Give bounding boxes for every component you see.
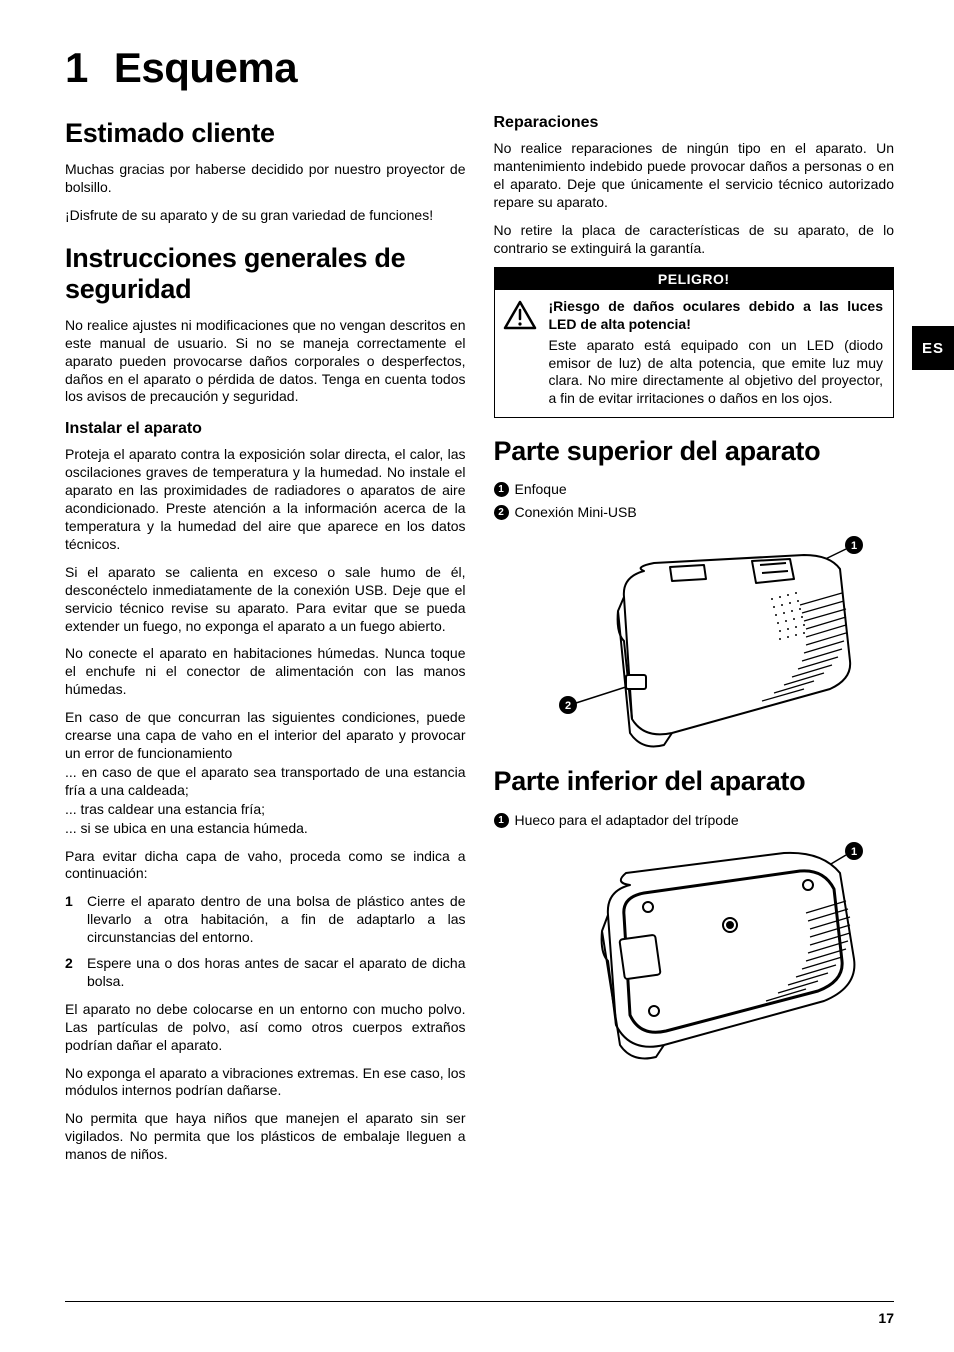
callout-2-icon: 2 xyxy=(494,505,509,520)
page-number: 17 xyxy=(878,1310,894,1326)
left-column: Estimado cliente Muchas gracias por habe… xyxy=(65,114,466,1174)
install-p7: No exponga el aparato a vibraciones extr… xyxy=(65,1065,466,1101)
warning-icon xyxy=(503,298,539,407)
top-callout-2: 2 Conexión Mini-USB xyxy=(494,502,895,523)
page: ES 1 Esquema Estimado cliente Muchas grac… xyxy=(0,0,954,1352)
danger-box: PELIGRO! ¡Riesgo de daños oculares debid… xyxy=(494,267,895,418)
svg-text:2: 2 xyxy=(565,700,571,712)
b-callout-1-icon: 1 xyxy=(494,813,509,828)
install-p6: El aparato no debe colocarse en un entor… xyxy=(65,1001,466,1055)
callout-1-label: Enfoque xyxy=(515,479,567,500)
chapter-title-text: Esquema xyxy=(114,44,297,91)
install-c1: ... en caso de que el aparato sea transp… xyxy=(65,764,466,800)
b-callout-1-label: Hueco para el adaptador del trípode xyxy=(515,810,739,831)
svg-text:1: 1 xyxy=(851,846,857,858)
bottom-rule xyxy=(65,1301,894,1302)
danger-body: Este aparato está equipado con un LED (d… xyxy=(549,337,884,407)
chapter-title: 1 Esquema xyxy=(65,44,894,92)
greeting-heading: Estimado cliente xyxy=(65,118,466,149)
repairs-heading: Reparaciones xyxy=(494,114,895,132)
install-p4: En caso de que concurran las siguientes … xyxy=(65,709,466,763)
repairs-p1: No realice reparaciones de ningún tipo e… xyxy=(494,140,895,212)
two-column-layout: Estimado cliente Muchas gracias por habe… xyxy=(65,114,894,1174)
lang-tab: ES xyxy=(912,326,954,370)
step-1: 1Cierre el aparato dentro de una bolsa d… xyxy=(65,893,466,947)
greeting-p1: Muchas gracias por haberse decidido por … xyxy=(65,161,466,197)
install-steps: 1Cierre el aparato dentro de una bolsa d… xyxy=(65,893,466,991)
greeting-p2: ¡Disfrute de su aparato y de su gran var… xyxy=(65,207,466,225)
right-column: Reparaciones No realice reparaciones de … xyxy=(494,114,895,1174)
figure-top-view: 1 2 xyxy=(494,533,895,758)
top-of-device-heading: Parte superior del aparato xyxy=(494,436,895,467)
safety-p1: No realice ajustes ni modificaciones que… xyxy=(65,317,466,407)
callout-2-label: Conexión Mini-USB xyxy=(515,502,637,523)
chapter-number: 1 xyxy=(65,44,88,91)
bottom-callout-1: 1 Hueco para el adaptador del trípode xyxy=(494,810,895,831)
step-1-text: Cierre el aparato dentro de una bolsa de… xyxy=(87,893,466,945)
top-callout-1: 1 Enfoque xyxy=(494,479,895,500)
step-2: 2Espere una o dos horas antes de sacar e… xyxy=(65,955,466,991)
bottom-callout-list: 1 Hueco para el adaptador del trípode xyxy=(494,810,895,831)
step-2-text: Espere una o dos horas antes de sacar el… xyxy=(87,955,466,989)
install-c3: ... si se ubica en una estancia húmeda. xyxy=(65,820,466,838)
callout-1-icon: 1 xyxy=(494,482,509,497)
bottom-of-device-heading: Parte inferior del aparato xyxy=(494,766,895,797)
install-p2: Si el aparato se calienta en exceso o sa… xyxy=(65,564,466,636)
svg-text:1: 1 xyxy=(851,540,857,552)
install-p1: Proteja el aparato contra la exposición … xyxy=(65,446,466,553)
install-p8: No permita que haya niños que manejen el… xyxy=(65,1110,466,1164)
danger-title: ¡Riesgo de daños oculares debido a las l… xyxy=(549,298,884,333)
danger-text: ¡Riesgo de daños oculares debido a las l… xyxy=(549,298,884,407)
install-p5: Para evitar dicha capa de vaho, proceda … xyxy=(65,848,466,884)
danger-label: PELIGRO! xyxy=(495,268,894,290)
top-callout-list: 1 Enfoque 2 Conexión Mini-USB xyxy=(494,479,895,523)
safety-heading: Instrucciones generales de seguridad xyxy=(65,243,466,305)
install-c2: ... tras caldear una estancia fría; xyxy=(65,801,466,819)
install-p3: No conecte el aparato en habitaciones hú… xyxy=(65,645,466,699)
figure-bottom-view: 1 xyxy=(494,841,895,1066)
install-heading: Instalar el aparato xyxy=(65,420,466,438)
repairs-p2: No retire la placa de características de… xyxy=(494,222,895,258)
